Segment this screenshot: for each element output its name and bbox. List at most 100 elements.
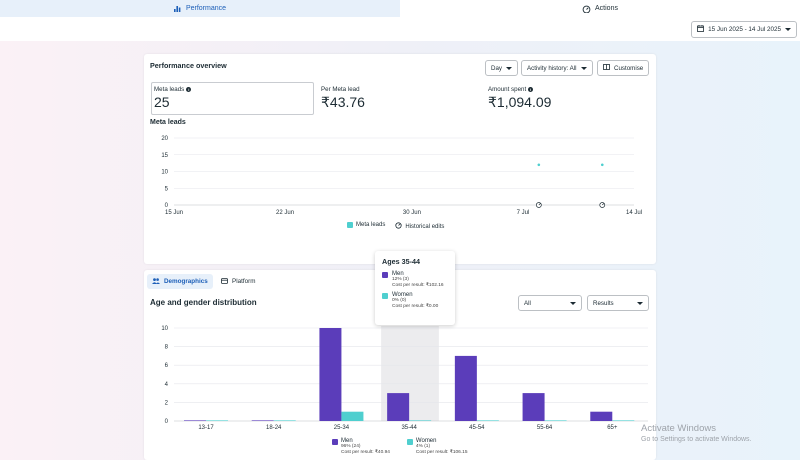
tab-platform-label: Platform <box>232 278 256 285</box>
performance-overview-title: Performance overview <box>150 61 227 70</box>
customise-label: Customise <box>614 64 644 72</box>
x-tick-label: 18-24 <box>266 425 282 431</box>
y-tick-label: 10 <box>161 170 168 176</box>
activity-history-label: Activity history: All <box>527 64 577 72</box>
legend-label: Historical edits <box>405 223 445 230</box>
x-tick-label: 15 Jun <box>165 210 183 216</box>
legend-cost: Cost per result: ₹106.15 <box>415 450 468 455</box>
activation-watermark: Activate Windows Go to Settings to activ… <box>641 423 752 445</box>
customise-icon <box>603 64 610 72</box>
x-tick-label: 35-44 <box>401 425 417 431</box>
bar-women <box>409 420 432 421</box>
bar-men <box>184 420 206 421</box>
gender-filter-label: All <box>524 299 531 307</box>
age-gender-title: Age and gender distribution <box>150 298 257 307</box>
metric-meta-leads[interactable]: Meta leads i 25 <box>151 82 314 115</box>
legend-label: Meta leads <box>356 222 386 228</box>
metric-label: Meta leads <box>154 86 185 93</box>
bar-women <box>206 420 228 421</box>
x-tick-label: 14 Jul <box>626 210 642 216</box>
date-range-label: 15 Jun 2025 - 14 Jul 2025 <box>708 26 781 33</box>
legend-swatch <box>406 439 413 445</box>
chevron-down-icon <box>785 28 791 31</box>
legend-share: 4% (1) <box>415 444 431 449</box>
data-point <box>537 163 541 167</box>
x-tick-label: 25-34 <box>334 425 350 431</box>
metric-label: Amount spent <box>488 86 527 93</box>
meta-leads-legend: Meta leads Historical edits <box>347 222 444 231</box>
x-tick-label: 65+ <box>607 425 618 431</box>
metric-value: ₹43.76 <box>321 94 365 110</box>
bar-women <box>273 420 296 421</box>
meta-leads-chart: 0 5 10 15 20 15 Jun 22 Jun 30 Jun 7 Jul 14 Jul <box>161 136 642 216</box>
x-tick-label: 55-64 <box>537 425 553 431</box>
info-icon[interactable]: i <box>186 87 192 92</box>
meta-leads-chart-title: Meta leads <box>150 119 186 126</box>
bar-women <box>544 420 567 421</box>
chevron-down-icon <box>580 66 587 70</box>
calendar-icon <box>697 25 705 34</box>
results-filter-label: Results <box>593 299 614 307</box>
legend-women[interactable]: Women 4% (1) Cost per result: ₹106.15 <box>406 438 468 456</box>
metric-amount-spent[interactable]: Amount spent i ₹1,094.09 <box>488 82 638 115</box>
historical-edit-needle <box>602 203 605 206</box>
results-filter-dropdown[interactable]: Results <box>587 295 649 311</box>
performance-overview-card: Performance overview Day Activity histor… <box>144 54 656 264</box>
customise-button[interactable]: Customise <box>597 60 650 76</box>
date-range-button[interactable]: 15 Jun 2025 - 14 Jul 2025 <box>691 21 797 38</box>
x-tick-label: 7 Jul <box>517 210 530 216</box>
chevron-down-icon <box>637 301 643 305</box>
bar-men <box>251 420 274 421</box>
bar-men <box>522 393 545 421</box>
legend-swatch <box>382 293 388 299</box>
bar-chart-icon <box>173 5 182 12</box>
day-dropdown[interactable]: Day <box>485 60 519 76</box>
legend-share: 96% (24) <box>341 444 361 449</box>
tab-actions-label: Actions <box>595 5 618 12</box>
info-icon[interactable]: i <box>528 87 534 92</box>
legend-meta-leads[interactable]: Meta leads <box>347 222 385 228</box>
metric-value: 25 <box>154 94 170 110</box>
tooltip-women-label: Women <box>392 292 413 298</box>
tooltip-women-cost: Cost per result: ₹0.00 <box>392 304 439 309</box>
y-tick-label: 20 <box>161 136 168 142</box>
toolbar: 15 Jun 2025 - 14 Jul 2025 <box>0 17 800 41</box>
y-tick-label: 15 <box>161 153 168 159</box>
activity-history-dropdown[interactable]: Activity history: All <box>521 60 593 76</box>
tooltip-men-share: 12% (3) <box>392 277 409 282</box>
legend-swatch <box>382 272 388 278</box>
bar-women <box>612 420 635 421</box>
tab-platform[interactable]: Platform <box>216 274 260 289</box>
metric-label: Per Meta lead <box>321 86 360 93</box>
legend-men[interactable]: Men 96% (24) Cost per result: ₹40.94 <box>332 438 390 456</box>
chart-tooltip: Ages 35-44 Men 12% (3) Cost per result: … <box>375 251 455 325</box>
gauge-icon <box>395 222 402 231</box>
x-tick-label: 30 Jun <box>403 210 421 216</box>
tab-performance-label: Performance <box>185 5 227 12</box>
tooltip-men-label: Men <box>392 271 404 277</box>
tooltip-men: Men 12% (3) Cost per result: ₹102.16 <box>382 271 448 289</box>
y-tick-label: 0 <box>165 419 169 425</box>
x-tick-label: 22 Jun <box>276 210 294 216</box>
legend-label: Women <box>415 438 437 444</box>
y-tick-label: 10 <box>161 326 168 332</box>
metric-per-meta-lead[interactable]: Per Meta lead ₹43.76 <box>321 82 471 115</box>
bar-men <box>454 355 477 421</box>
tab-demographics[interactable]: Demographics <box>147 274 213 289</box>
tab-actions[interactable]: Actions <box>400 0 800 17</box>
historical-edit-needle <box>538 203 541 206</box>
y-tick-label: 8 <box>165 345 169 351</box>
bar-men <box>319 328 342 421</box>
y-tick-label: 5 <box>165 186 169 192</box>
tab-performance[interactable]: Performance <box>0 0 400 17</box>
metric-value: ₹1,094.09 <box>488 94 552 110</box>
x-tick-label: 45-54 <box>469 425 485 431</box>
tab-demographics-label: Demographics <box>164 278 208 285</box>
legend-historical-edits[interactable]: Historical edits <box>395 222 444 231</box>
top-tabs: Performance Actions <box>0 0 800 17</box>
legend-swatch <box>347 222 353 228</box>
gender-filter-dropdown[interactable]: All <box>518 295 582 311</box>
bar-men <box>387 393 410 421</box>
legend-swatch <box>332 439 338 445</box>
legend-label: Men <box>341 438 353 444</box>
